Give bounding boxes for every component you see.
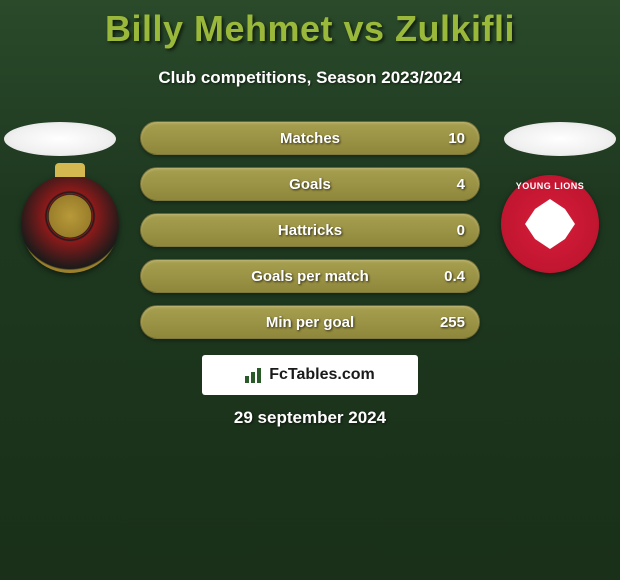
stat-row: Goals per match 0.4: [140, 259, 480, 293]
watermark: FcTables.com: [202, 355, 418, 395]
team-badge-left: [21, 175, 119, 273]
stat-row: Min per goal 255: [140, 305, 480, 339]
stat-label: Min per goal: [266, 314, 354, 331]
bar-chart-icon: [245, 367, 265, 383]
watermark-text: FcTables.com: [269, 366, 375, 384]
stat-label: Matches: [280, 130, 340, 147]
subtitle: Club competitions, Season 2023/2024: [0, 68, 620, 88]
player-right-placeholder: [504, 122, 616, 156]
stat-value-right: 0: [457, 222, 465, 239]
stat-value-right: 0.4: [444, 268, 465, 285]
stat-row: Goals 4: [140, 167, 480, 201]
stat-label: Goals per match: [251, 268, 369, 285]
team-badge-right-label: YOUNG LIONS: [501, 181, 599, 191]
stats-container: Matches 10 Goals 4 Hattricks 0 Goals per…: [140, 121, 480, 351]
comparison-card: Billy Mehmet vs Zulkifli Club competitio…: [0, 0, 620, 580]
stat-value-right: 4: [457, 176, 465, 193]
team-badge-right: YOUNG LIONS: [501, 175, 599, 273]
date-label: 29 september 2024: [0, 408, 620, 428]
stat-label: Goals: [289, 176, 331, 193]
stat-label: Hattricks: [278, 222, 342, 239]
stat-value-right: 255: [440, 314, 465, 331]
page-title: Billy Mehmet vs Zulkifli: [0, 0, 620, 50]
stat-row: Hattricks 0: [140, 213, 480, 247]
stat-row: Matches 10: [140, 121, 480, 155]
player-left-placeholder: [4, 122, 116, 156]
stat-value-right: 10: [448, 130, 465, 147]
